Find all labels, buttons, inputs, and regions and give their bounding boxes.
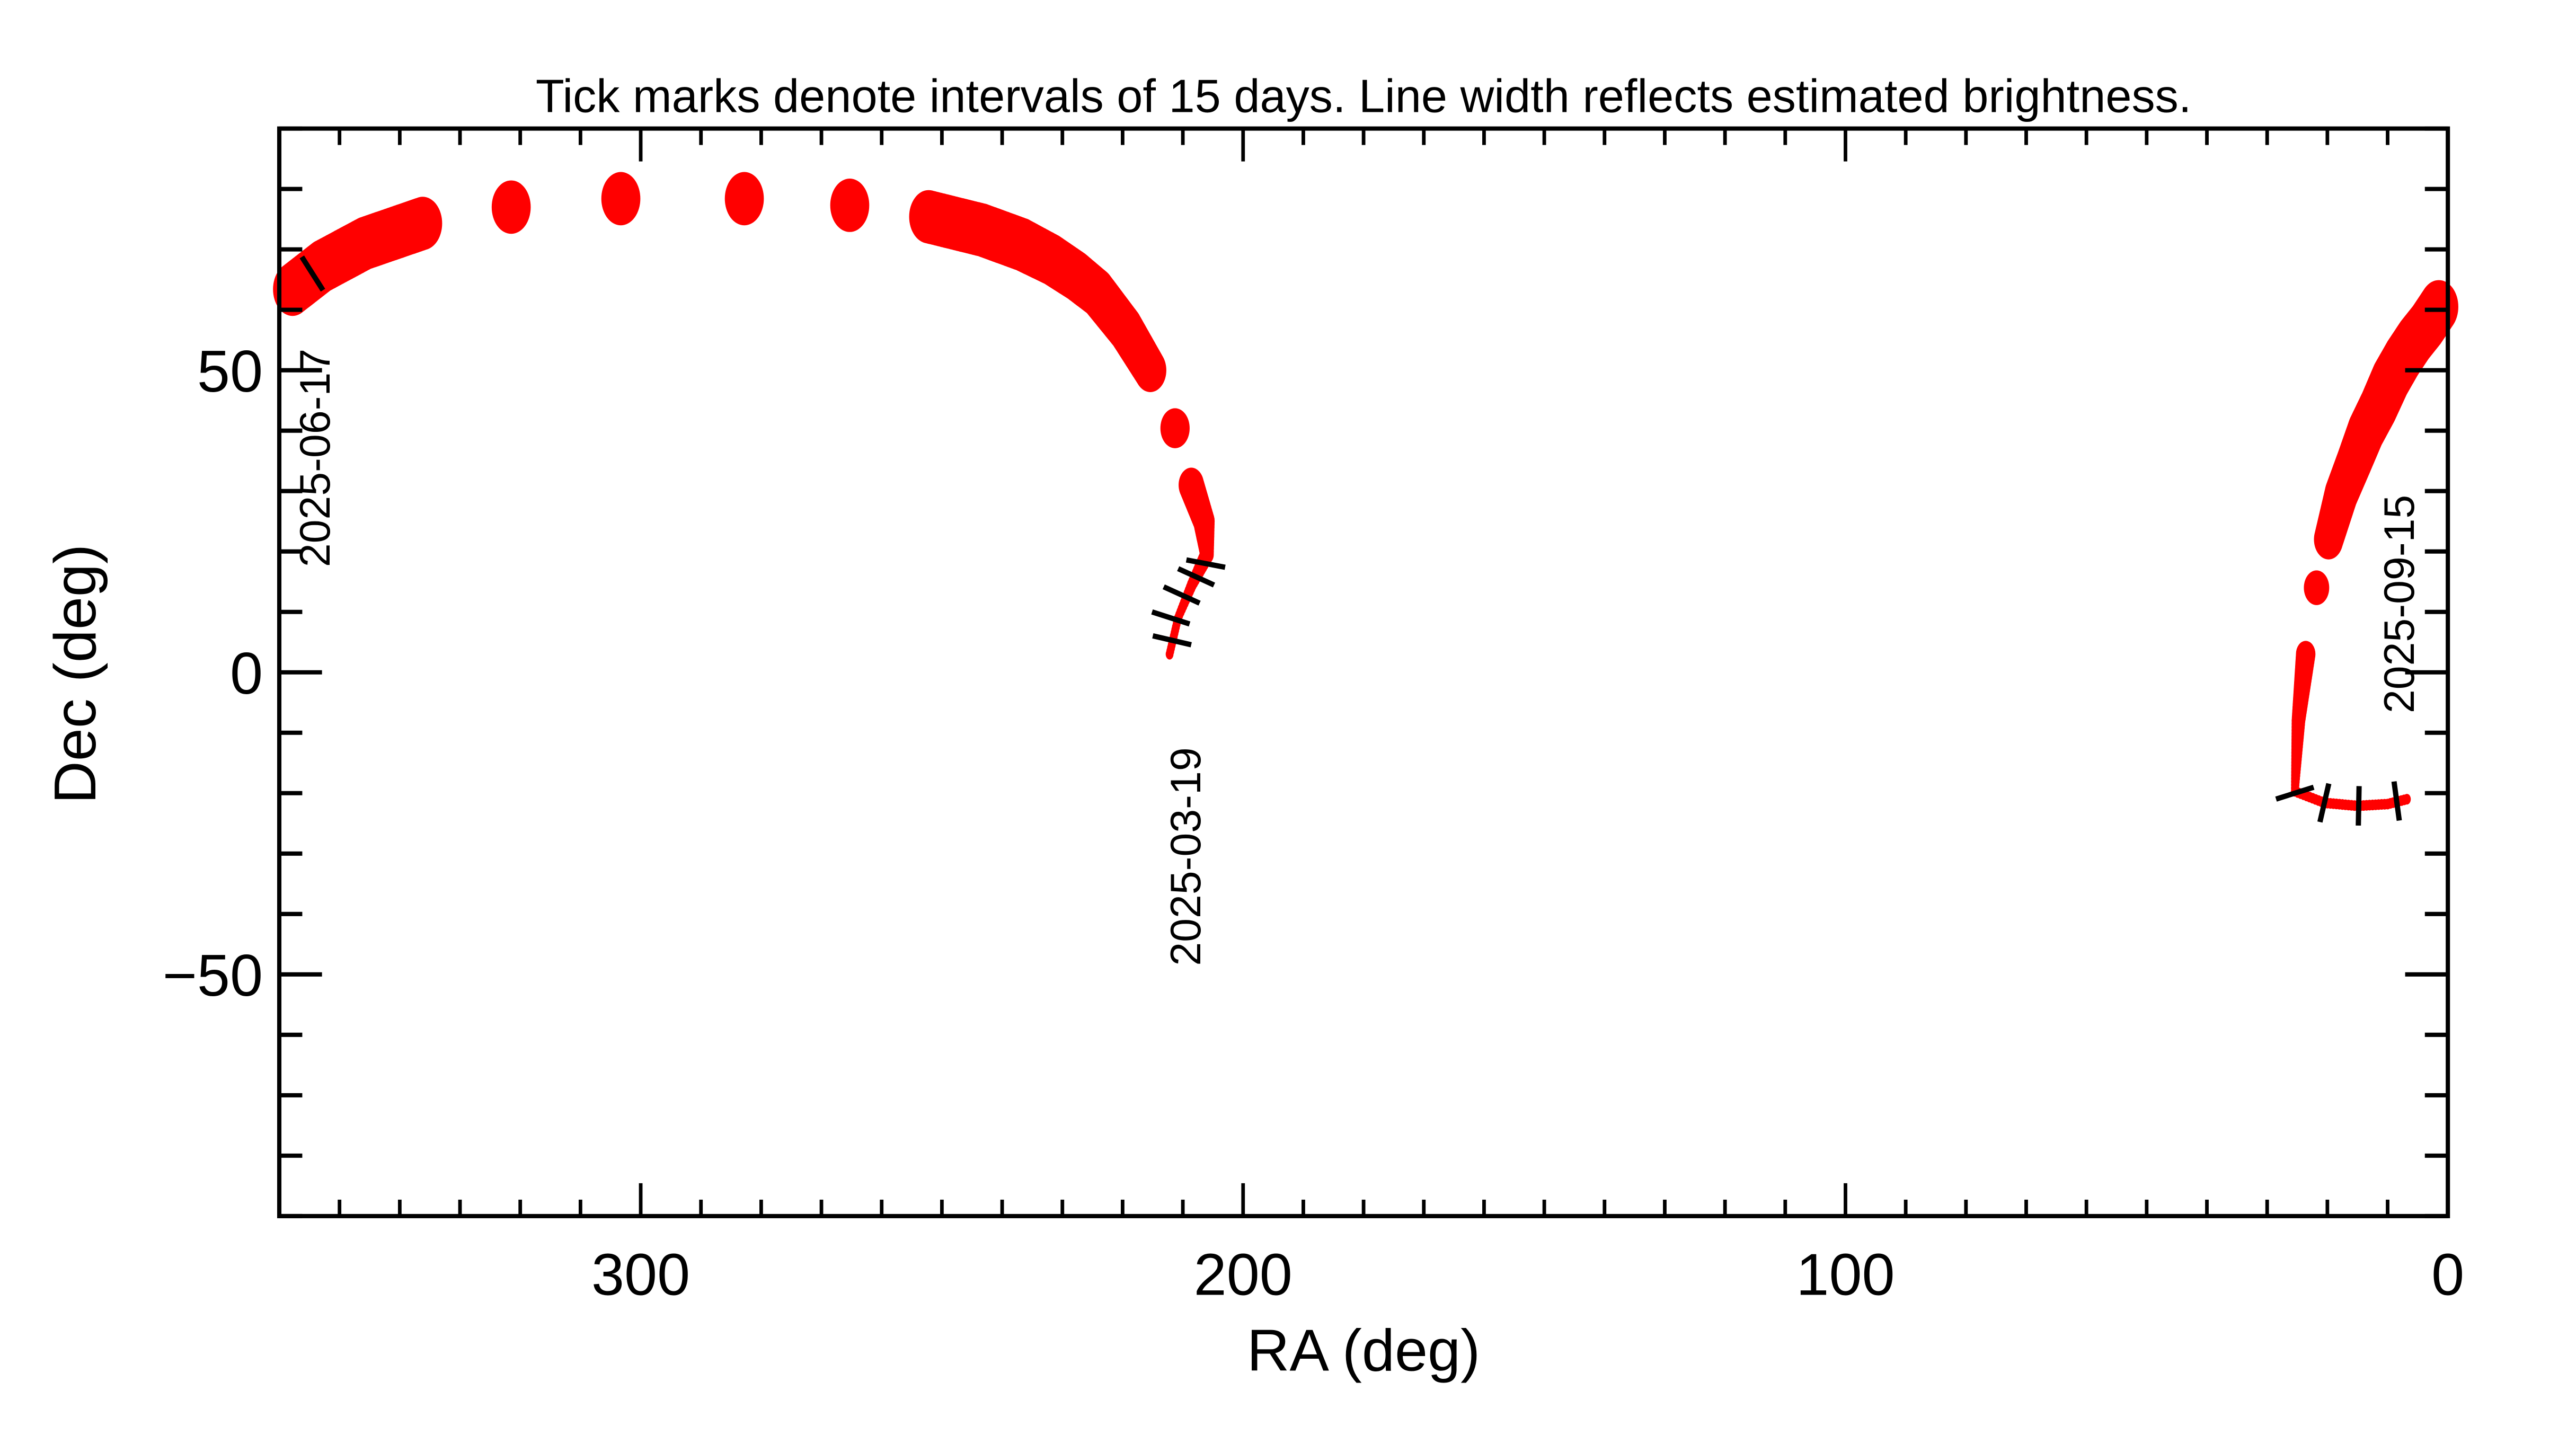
date-tick-marks [299, 255, 2402, 826]
date-tick [1162, 584, 1201, 606]
x-tick-label: 100 [1796, 1242, 1895, 1308]
y-tick-label: 50 [197, 338, 263, 404]
plot-frame [277, 126, 2450, 1218]
track-point [724, 172, 764, 226]
date-label: 2025-06-17 [291, 349, 339, 567]
track-point [491, 180, 531, 234]
y-tick-label: 0 [230, 640, 263, 706]
y-tick-label: −50 [163, 942, 263, 1008]
axes: 300 200 100 0 −50 0 50 [163, 126, 2464, 1308]
track-marks [273, 172, 2458, 811]
x-tick-label: 200 [1194, 1242, 1293, 1308]
y-axis-label: Dec (deg) [42, 544, 108, 804]
date-label: 2025-03-19 [1162, 747, 1210, 965]
chart-title: Tick marks denote intervals of 15 days. … [536, 70, 2192, 122]
date-tick [2356, 786, 2362, 826]
date-tick [2317, 783, 2332, 823]
track-point [1179, 467, 1204, 503]
track-point [273, 262, 312, 316]
x-tick-label: 0 [2431, 1242, 2464, 1308]
track-point [601, 172, 641, 226]
date-tick [1185, 557, 1226, 570]
track-point [830, 179, 870, 232]
date-tick [2391, 781, 2402, 821]
track-point [2314, 519, 2343, 560]
x-tick-label: 300 [591, 1242, 690, 1308]
x-axis-label: RA (deg) [1247, 1317, 1480, 1383]
date-tick [299, 255, 325, 292]
track-point [2403, 794, 2411, 805]
date-label: 2025-09-15 [2376, 495, 2423, 713]
date-tick [1151, 609, 1191, 627]
date-tick [1152, 633, 1192, 648]
date-annotations: 2025-03-19 2025-06-17 2025-09-15 [291, 349, 2423, 966]
track-point [1160, 408, 1190, 448]
date-tick [2275, 784, 2315, 802]
track-point [2304, 570, 2330, 605]
track-point [909, 190, 949, 244]
date-tick [1177, 566, 1216, 588]
